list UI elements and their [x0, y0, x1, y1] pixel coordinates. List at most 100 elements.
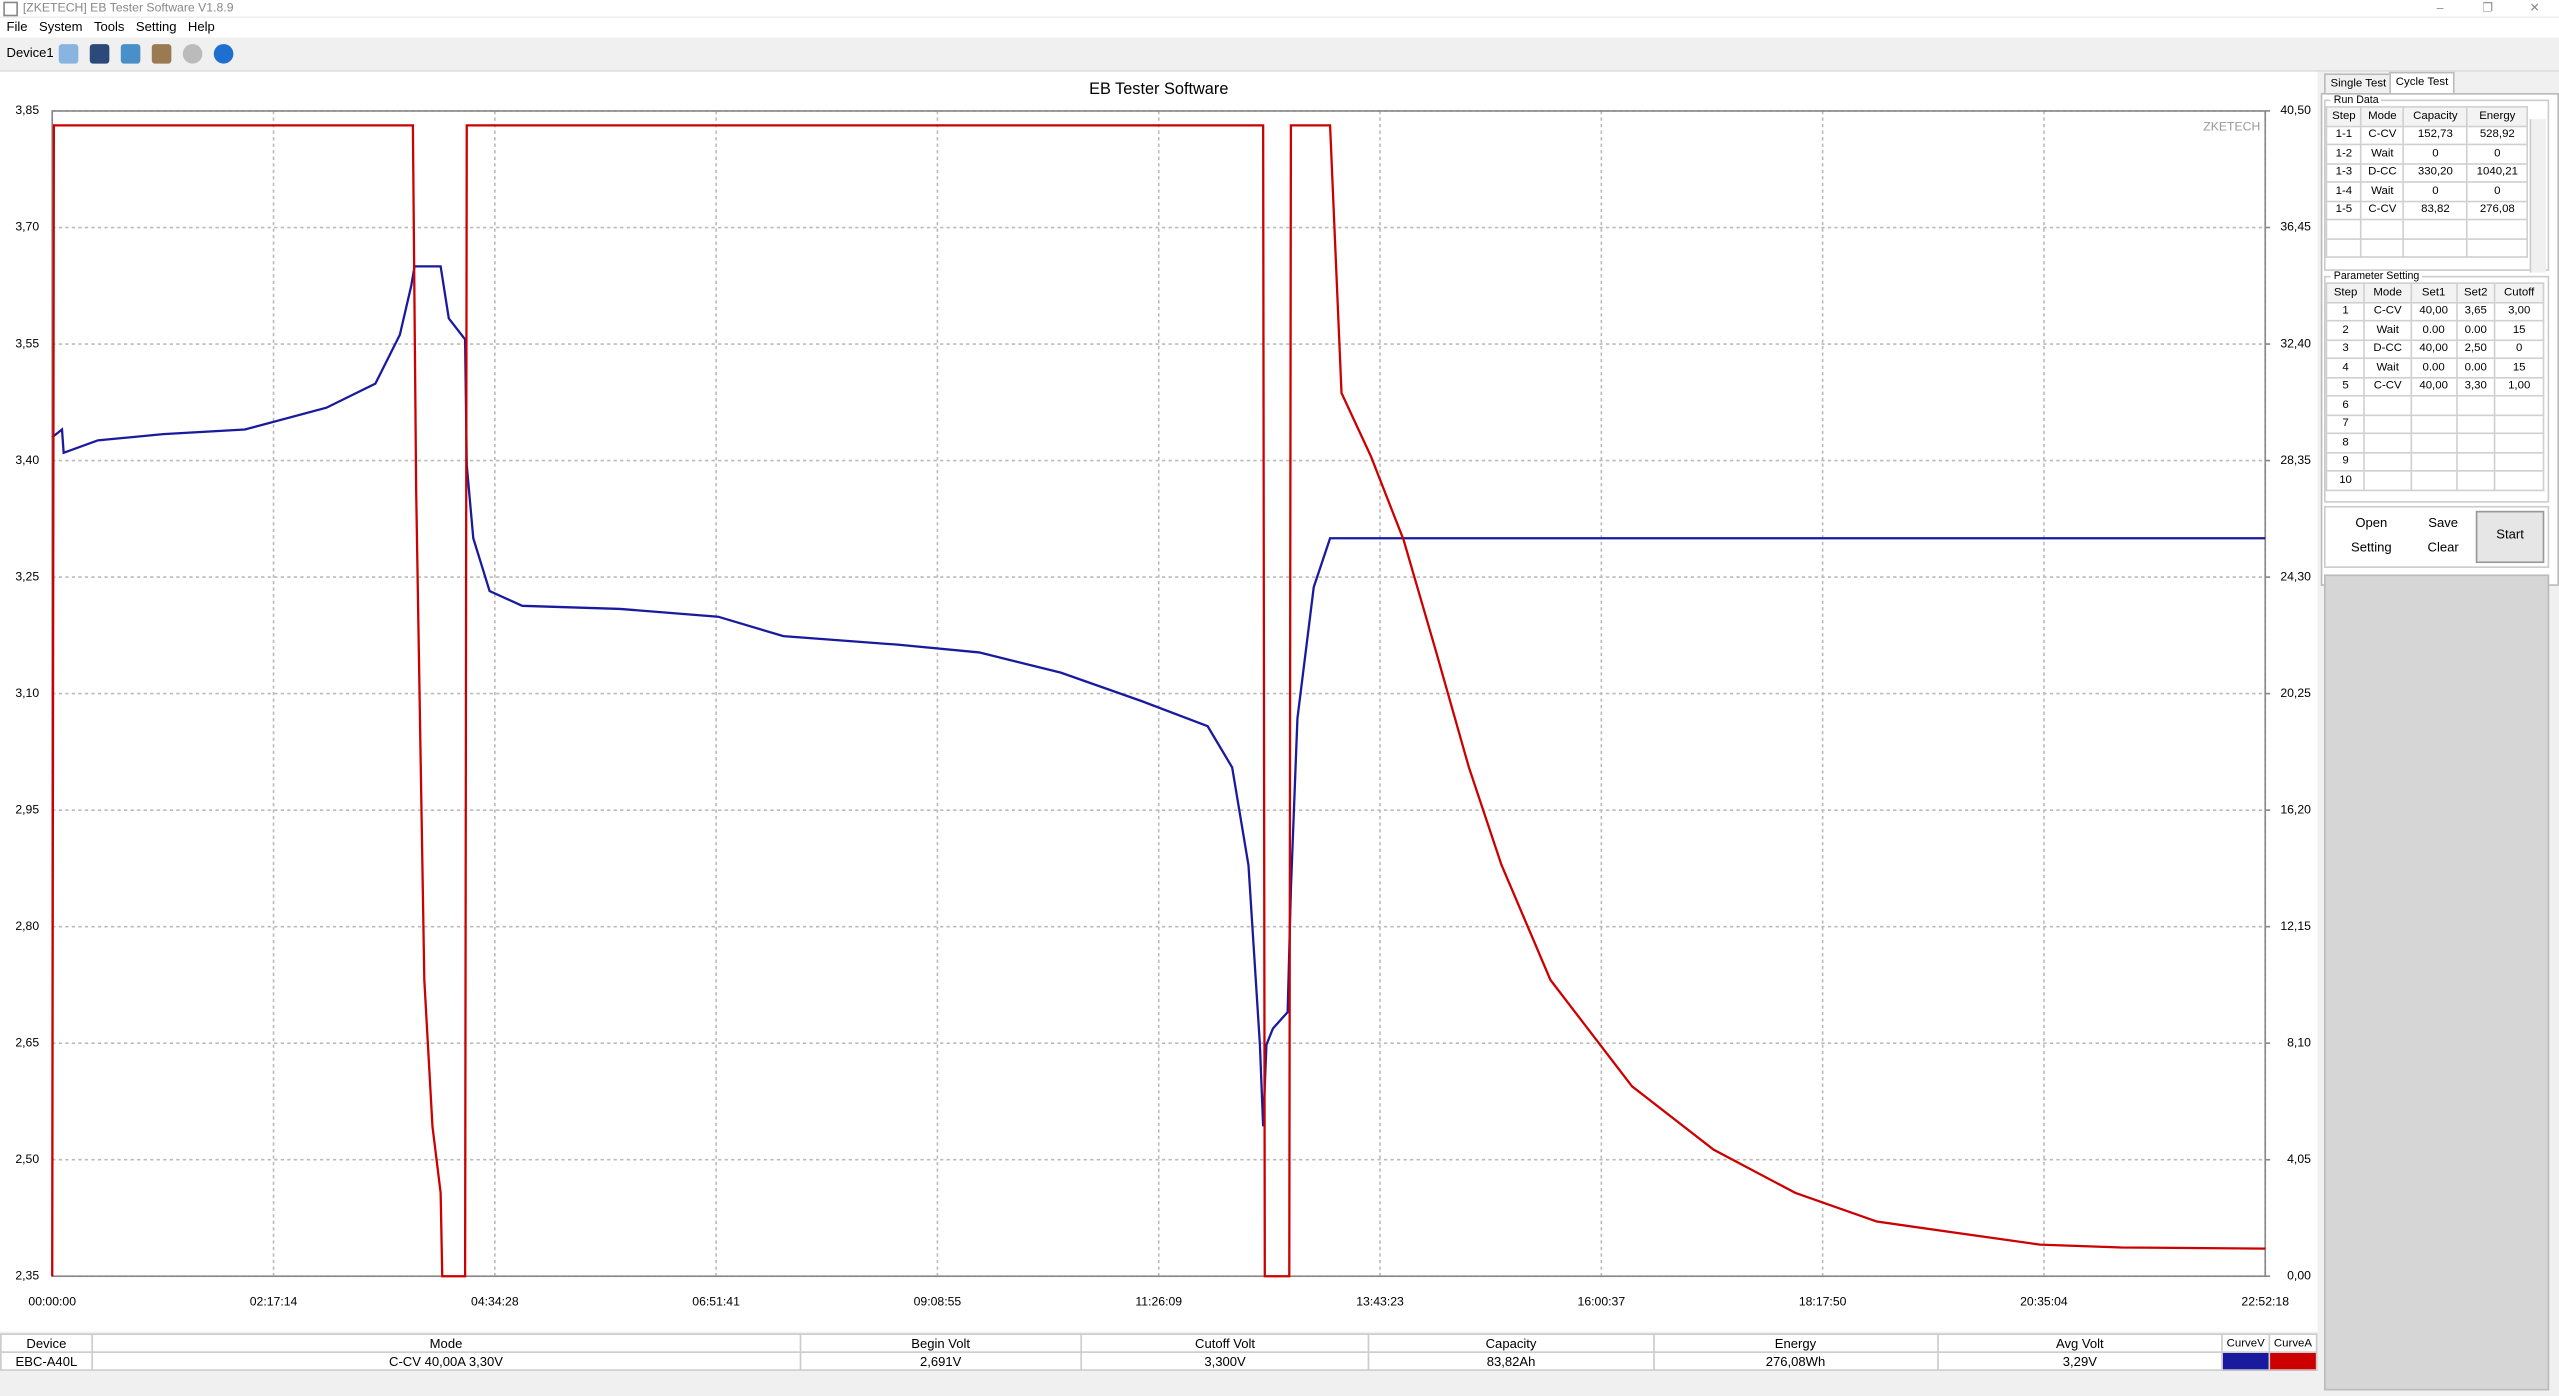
y2-tick-label: 4,05 [2287, 1152, 2311, 1166]
close-button[interactable]: ✕ [2529, 0, 2540, 15]
table-row: 1 C-CV 40,00 3,65 3,00 [2325, 301, 2545, 322]
y-tick-label: 2,65 [15, 1035, 39, 1049]
column-header: Avg Volt [1936, 1333, 2223, 1353]
open-icon[interactable] [58, 44, 79, 64]
table-cell: 1-3 [2325, 162, 2363, 183]
table-cell: 5 [2325, 376, 2366, 397]
table-cell [2325, 237, 2363, 258]
window-title: [ZKETECH] EB Tester Software V1.8.9 [22, 0, 234, 15]
column-header: Mode [2360, 106, 2405, 127]
menu-item[interactable]: File [6, 19, 28, 35]
table-cell [2363, 470, 2412, 491]
column-header: Energy [2466, 106, 2528, 127]
table-cell: 10 [2325, 470, 2366, 491]
column-header: Step [2325, 106, 2363, 127]
device-icon[interactable] [120, 44, 141, 64]
table-cell: C-CV [2363, 301, 2412, 322]
menu-item[interactable]: Tools [93, 19, 125, 35]
y-tick-label: 3,85 [15, 103, 39, 117]
tab[interactable]: Single Test [2323, 73, 2393, 95]
column-header: Energy [1652, 1333, 1939, 1353]
setting-button[interactable]: Setting [2351, 540, 2392, 555]
table-row: 3 D-CC 40,00 2,50 0 [2325, 338, 2545, 360]
table-cell [2363, 413, 2412, 435]
clear-button[interactable]: Clear [2427, 540, 2459, 555]
table-cell [2409, 470, 2458, 491]
device-label[interactable]: Device1 [6, 45, 54, 61]
restore-button[interactable]: ❐ [2482, 0, 2494, 15]
y2-tick-label: 16,20 [2280, 802, 2311, 816]
x-tick-label: 20:35:04 [2020, 1295, 2068, 1309]
watermark: ZKETECH [2203, 120, 2260, 134]
table-cell [2494, 470, 2545, 491]
table-cell [2494, 432, 2545, 453]
table-cell: 1,00 [2494, 376, 2545, 397]
group-title: Parameter Setting [2333, 270, 2420, 283]
tools-icon[interactable] [151, 44, 172, 64]
table-cell: D-CC [2360, 162, 2405, 183]
y-tick-label: 3,55 [15, 336, 39, 350]
status-value: C-CV 40,00A 3,30V [91, 1351, 801, 1371]
column-header: Capacity [1368, 1333, 1655, 1353]
table-cell: C-CV [2360, 124, 2405, 146]
table-cell: 15 [2494, 319, 2545, 341]
tab[interactable]: Cycle Test [2389, 71, 2455, 94]
table-row [2325, 237, 2528, 258]
table-cell: 1-1 [2325, 124, 2363, 146]
table-cell: 528,92 [2466, 124, 2528, 146]
menu-item[interactable]: Setting [135, 19, 177, 35]
y-tick-label: 3,10 [15, 686, 39, 700]
table-cell [2494, 451, 2545, 472]
info-icon[interactable] [213, 44, 234, 64]
table-cell [2494, 394, 2545, 416]
status-value: 83,82Ah [1368, 1351, 1655, 1371]
table-cell: 1040,21 [2466, 162, 2528, 183]
table-cell [2325, 218, 2363, 240]
start-button[interactable]: Start [2475, 510, 2545, 564]
minimize-button[interactable]: – [2436, 0, 2444, 15]
y-tick-label: 2,50 [15, 1152, 39, 1166]
table-cell: 1 [2325, 301, 2366, 322]
empty-panel [2323, 574, 2550, 1391]
toolbar: Device1 [0, 39, 2559, 72]
menu-item[interactable]: System [38, 19, 83, 35]
table-cell [2363, 432, 2412, 453]
open-button[interactable]: Open [2355, 515, 2388, 531]
table-row: 1-5 C-CV 83,82 276,08 [2325, 199, 2528, 221]
status-value: EBC-A40L [0, 1351, 93, 1371]
curve-header: CurveV [2221, 1333, 2271, 1353]
table-cell [2409, 451, 2458, 472]
menu-item[interactable]: Help [187, 19, 215, 35]
column-header: Cutoff [2494, 282, 2545, 303]
column-header: Step [2325, 282, 2366, 303]
table-cell [2455, 451, 2496, 472]
table-cell: 40,00 [2409, 376, 2458, 397]
save-button[interactable]: Save [2428, 515, 2459, 531]
x-tick-label: 18:17:50 [1799, 1295, 1847, 1309]
y-tick-label: 3,70 [15, 220, 39, 234]
scrollbar[interactable] [2529, 119, 2546, 273]
parameter-table: Step Mode Set1 Set2 Cutoff 1 C-CV 40,00 3,65 3,00… [2325, 282, 2545, 491]
column-header: Device [0, 1333, 93, 1353]
x-tick-label: 11:26:09 [1135, 1295, 1182, 1309]
search-icon[interactable] [182, 44, 203, 64]
y2-tick-label: 40,50 [2280, 103, 2311, 117]
status-value: 276,08Wh [1652, 1351, 1939, 1371]
table-cell: 1-4 [2325, 181, 2363, 202]
group-title: Run Data [2333, 94, 2379, 107]
table-cell: 3,30 [2455, 376, 2496, 397]
y2-tick-label: 0,00 [2287, 1268, 2311, 1282]
table-cell [2466, 218, 2528, 240]
table-cell [2455, 432, 2496, 453]
table-cell: Wait [2363, 319, 2412, 341]
table-cell: Wait [2360, 143, 2405, 164]
table-row: 8 [2325, 432, 2545, 453]
table-cell [2363, 451, 2412, 472]
save-icon[interactable] [89, 44, 110, 64]
chart: EB Tester Software ZKETECH 2,35 2,50 2,65 2… [15, 80, 2311, 1309]
x-tick-label: 02:17:14 [250, 1295, 298, 1309]
table-row: 4 Wait 0.00 0.00 15 [2325, 357, 2545, 378]
table-cell: 276,08 [2466, 199, 2528, 221]
table-cell: 3,00 [2494, 301, 2545, 322]
